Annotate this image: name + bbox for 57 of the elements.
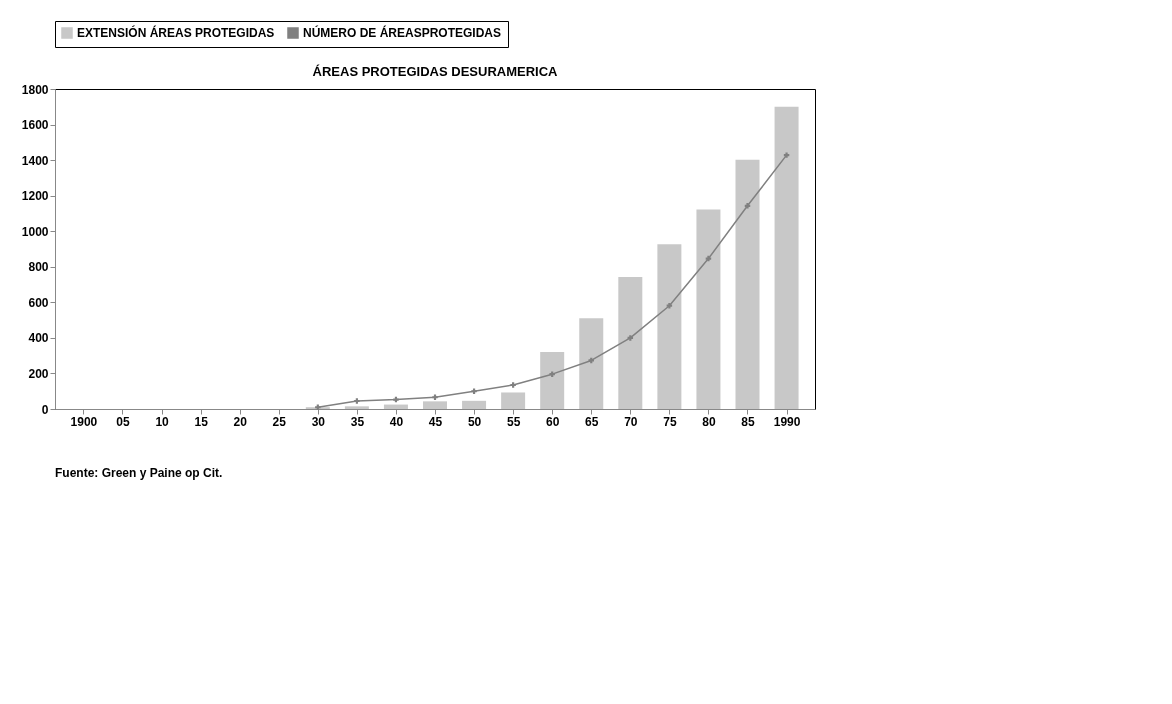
x-tick-label: 10 <box>155 414 170 429</box>
x-tick-label: 1900 <box>70 414 98 429</box>
point <box>627 335 634 341</box>
y-tick-label: 800 <box>28 260 49 275</box>
y-tick-label: 400 <box>28 331 49 346</box>
x-tick-label: 40 <box>389 414 404 429</box>
x-tick-label: 85 <box>741 414 755 429</box>
x-tick-label: 20 <box>233 414 248 429</box>
x-tick-label: 75 <box>663 414 677 429</box>
bar <box>540 352 565 409</box>
y-tick-label: 1200 <box>21 189 49 204</box>
x-tick-label: 30 <box>311 414 326 429</box>
point <box>393 396 399 403</box>
bar <box>501 392 526 409</box>
bar <box>462 400 487 409</box>
bar <box>774 106 799 409</box>
y-tick-label: 1400 <box>21 153 49 168</box>
point <box>315 404 321 410</box>
x-tick-label: 65 <box>585 414 599 429</box>
x-tick-label: 80 <box>702 414 716 429</box>
x-tick-label: 15 <box>194 414 209 429</box>
bar <box>696 209 721 409</box>
y-tick-label: 200 <box>28 366 49 381</box>
x-tick-label: 45 <box>428 414 443 429</box>
y-tick-label: 1600 <box>21 118 49 133</box>
bar <box>344 406 369 409</box>
x-tick-label: 70 <box>624 414 638 429</box>
legend-label: NÚMERO DE ÁREASPROTEGIDAS <box>303 25 502 40</box>
x-tick-label: 1990 <box>773 414 801 429</box>
point <box>471 388 477 394</box>
x-tick-label: 05 <box>116 414 130 429</box>
bar <box>383 404 408 409</box>
x-tick-label: 25 <box>272 414 287 429</box>
x-tick-label: 60 <box>546 414 560 429</box>
x-tick-label: 55 <box>506 414 521 429</box>
point <box>744 203 751 209</box>
chart-title: ÁREAS PROTEGIDAS DESURAMERICA <box>312 64 559 79</box>
bar <box>618 277 643 409</box>
point <box>549 371 555 377</box>
y-tick-label: 0 <box>41 402 49 417</box>
y-tick-label: 1000 <box>21 224 49 239</box>
bar <box>735 159 760 409</box>
x-tick-label: 35 <box>350 414 365 429</box>
point <box>783 152 790 158</box>
point <box>354 398 360 404</box>
point <box>588 357 594 364</box>
bar <box>657 244 682 409</box>
source-note: Fuente: Green y Paine op Cit. <box>55 466 223 480</box>
point <box>705 255 712 262</box>
bar <box>423 401 447 409</box>
point <box>432 394 438 401</box>
legend-label: EXTENSIÓN ÁREAS PROTEGIDAS <box>77 25 275 40</box>
bar <box>579 318 604 409</box>
x-tick-label: 50 <box>467 414 482 429</box>
y-tick-label: 1800 <box>21 82 49 97</box>
point <box>510 382 516 388</box>
y-tick-label: 600 <box>28 295 49 310</box>
